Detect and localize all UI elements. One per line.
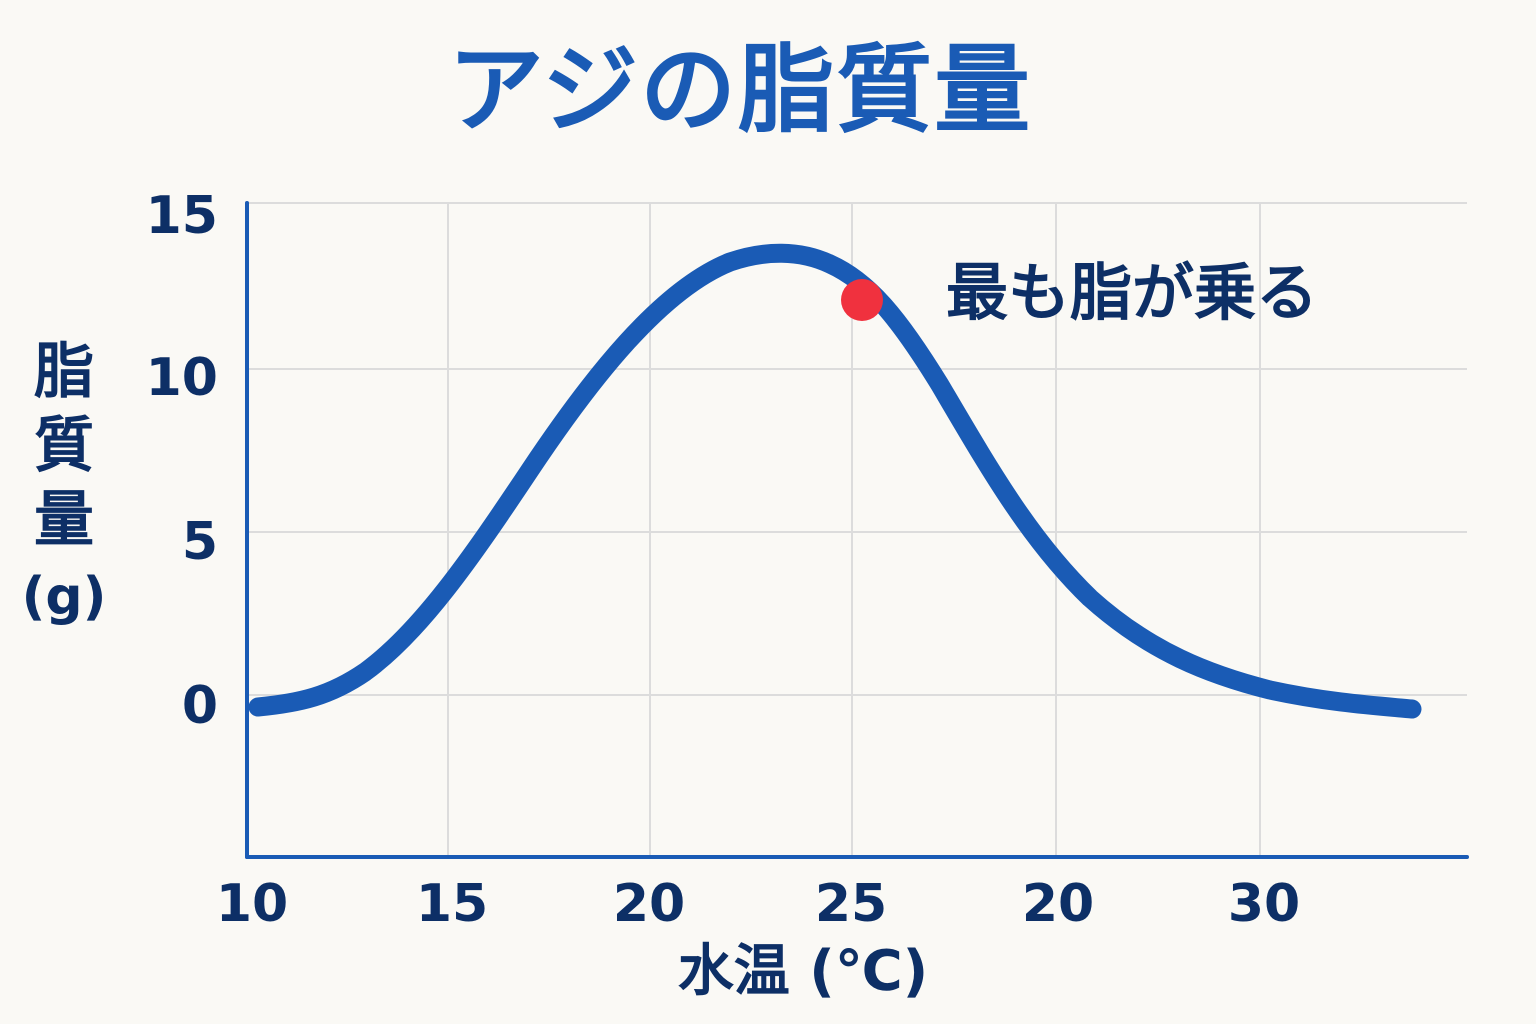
y-axis-label-char: 質: [34, 411, 94, 481]
grid-lines: [247, 202, 1467, 857]
x-tick-label: 10: [215, 874, 289, 934]
y-axis-label: 脂 質 量 (g): [18, 335, 110, 635]
x-tick-label: 20: [1021, 874, 1095, 934]
y-axis-label-char: 脂: [34, 337, 94, 407]
chart-title: アジの脂質量: [447, 34, 1033, 146]
highlight-annotation: 最も脂が乗る: [946, 256, 1319, 329]
x-tick-label: 20: [612, 874, 686, 934]
x-tick-label: 30: [1227, 874, 1301, 934]
highlight-point: [841, 279, 883, 321]
y-axis-label-unit: (g): [21, 567, 107, 627]
y-tick-label: 0: [181, 676, 218, 736]
data-curve: [248, 243, 1422, 719]
x-tick-label: 25: [814, 874, 888, 934]
x-tick-label: 15: [415, 874, 489, 934]
axes: [245, 201, 1469, 859]
y-tick-label: 10: [145, 348, 218, 408]
y-axis-label-char: 量: [34, 485, 94, 555]
y-tick-label: 5: [181, 512, 218, 572]
x-axis-label: 水温 (℃): [677, 939, 929, 1004]
y-tick-label: 15: [145, 186, 218, 246]
